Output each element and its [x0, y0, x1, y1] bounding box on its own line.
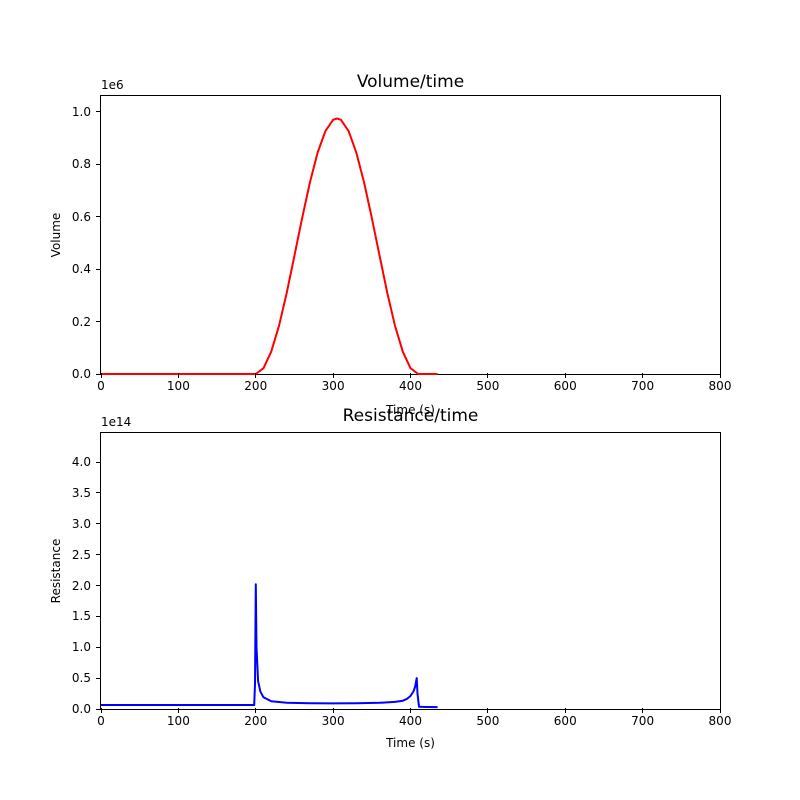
y-tick-label: 0.4 [71, 262, 91, 277]
y-tick-label: 3.5 [71, 485, 91, 500]
resistance-line-series [101, 583, 438, 709]
x-tick-mark [332, 708, 334, 713]
x-tick-mark [255, 708, 257, 713]
x-tick-label: 700 [631, 379, 655, 393]
y-tick-label: 0.8 [71, 157, 91, 172]
x-tick-mark [332, 373, 334, 378]
x-tick-mark [564, 708, 566, 713]
y-tick-label: 2.5 [71, 547, 91, 562]
y-tick-mark [96, 216, 101, 218]
x-tick-label: 100 [166, 714, 190, 728]
x-tick-label: 100 [166, 379, 190, 393]
y-tick-label: 1.0 [71, 104, 91, 119]
x-tick-mark [719, 373, 721, 378]
x-tick-label: 800 [708, 379, 732, 393]
y-tick-label: 0.5 [71, 671, 91, 686]
y-tick-mark [96, 321, 101, 323]
x-tick-label: 300 [321, 714, 345, 728]
y-tick-label: 1.0 [71, 640, 91, 655]
y-tick-mark [96, 646, 101, 648]
x-tick-label: 600 [553, 379, 577, 393]
resistance-y-axis-offset-text: 1e14 [101, 415, 132, 429]
x-tick-mark [410, 373, 411, 378]
x-tick-mark [719, 708, 721, 713]
y-tick-mark [96, 615, 101, 617]
y-tick-label: 4.0 [71, 455, 91, 470]
x-tick-label: 500 [476, 379, 500, 393]
x-tick-mark [642, 373, 644, 378]
x-tick-mark [177, 708, 179, 713]
y-tick-mark [96, 163, 101, 165]
x-tick-label: 0 [97, 714, 105, 728]
x-tick-mark [487, 373, 489, 378]
x-tick-label: 700 [631, 714, 655, 728]
y-tick-mark [96, 677, 101, 679]
y-tick-label: 0.6 [71, 209, 91, 224]
y-tick-label: 0.0 [71, 702, 91, 716]
x-tick-mark [177, 373, 179, 378]
x-tick-label: 500 [476, 714, 500, 728]
x-tick-label: 200 [244, 379, 268, 393]
x-tick-label: 400 [399, 714, 422, 728]
y-tick-mark [96, 492, 101, 494]
x-tick-label: 0 [97, 379, 105, 393]
y-tick-mark [96, 461, 101, 463]
resistance-plot-title: Resistance/time [342, 406, 479, 426]
volume-plot-area: 0 100 200 300 400 500 600 700 800 0.0 0.2 0.4 0.6 0.8… [72, 95, 731, 392]
y-tick-label: 0.2 [71, 314, 91, 329]
y-tick-mark [96, 111, 101, 113]
resistance-x-axis-label: Time (s) [386, 736, 435, 750]
x-tick-mark [410, 708, 411, 713]
x-tick-mark [100, 373, 102, 378]
x-tick-mark [564, 373, 566, 378]
x-tick-label: 600 [553, 714, 577, 728]
x-tick-label: 300 [321, 379, 345, 393]
x-tick-label: 800 [708, 714, 732, 728]
volume-y-axis-offset-text: 1e6 [101, 78, 124, 92]
volume-line-series [101, 117, 438, 375]
y-tick-mark [96, 523, 101, 525]
x-tick-mark [100, 708, 102, 713]
y-tick-mark [96, 708, 101, 710]
volume-plot-title: Volume/time [356, 72, 465, 92]
volume-x-axis-label: Time (s) [386, 403, 435, 417]
x-tick-label: 400 [399, 379, 422, 393]
y-tick-label: 2.0 [71, 578, 91, 593]
x-tick-label: 200 [244, 714, 268, 728]
y-tick-label: 3.0 [71, 516, 91, 531]
y-tick-label: 0.0 [71, 367, 91, 381]
x-tick-mark [255, 373, 257, 378]
resistance-plot-area: 0 100 200 300 400 500 600 700 800 0.0 0.5 1.0 1.5 2.0… [72, 432, 731, 727]
y-tick-label: 1.5 [71, 609, 91, 624]
volume-curve-svg [101, 117, 438, 375]
y-tick-mark [96, 585, 101, 586]
resistance-curve-svg [101, 583, 438, 709]
y-tick-mark [96, 268, 101, 270]
y-tick-mark [96, 554, 101, 556]
x-tick-mark [487, 708, 489, 713]
x-tick-mark [642, 708, 644, 713]
y-tick-mark [96, 373, 101, 375]
